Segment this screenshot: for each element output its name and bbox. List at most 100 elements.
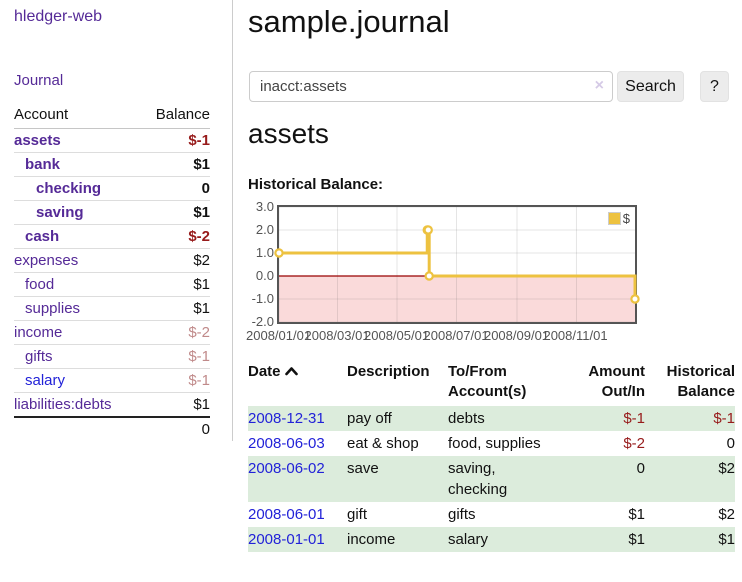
account-balance: $1 [139, 200, 210, 225]
account-row: supplies $1 [14, 296, 210, 321]
table-row[interactable]: 2008-01-01 income salary $1 $1 [248, 527, 735, 552]
transaction-amount: $-1 [623, 410, 645, 427]
clear-search-icon[interactable]: × [594, 77, 604, 94]
account-row: expenses $2 [14, 248, 210, 273]
app-title-link[interactable]: hledger-web [14, 8, 103, 25]
account-row: saving $1 [14, 200, 210, 225]
account-row: liabilities:debts $1 [14, 392, 210, 417]
x-axis-tick-label: 2008/01/01 [246, 328, 312, 343]
legend-label: $ [622, 211, 630, 226]
y-axis-tick-label: 3.0 [255, 199, 274, 214]
y-axis-tick-label: -1.0 [251, 291, 274, 306]
legend-swatch-icon [607, 212, 621, 225]
account-link-salary[interactable]: salary [25, 372, 66, 389]
y-axis-tick-label: 0.0 [255, 268, 274, 283]
account-row: gifts $-1 [14, 344, 210, 369]
account-link-assets[interactable]: assets [14, 132, 61, 149]
account-balance: $-1 [188, 132, 210, 149]
transaction-balance: $2 [718, 460, 735, 477]
account-link-expenses[interactable]: expenses [14, 252, 79, 269]
transaction-date-link[interactable]: 2008-01-01 [248, 531, 325, 548]
accounts-header-account: Account [14, 103, 140, 129]
table-row[interactable]: 2008-12-31 pay off debts $-1 $-1 [248, 406, 735, 431]
account-heading: assets [248, 118, 329, 149]
x-axis-tick-label: 2008/11/01 [543, 328, 608, 343]
help-button[interactable]: ? [700, 71, 729, 102]
account-row: assets $-1 [14, 129, 210, 153]
transaction-accounts: food, supplies [448, 435, 541, 452]
register-header-accounts: To/From Account(s) [448, 363, 527, 400]
table-row[interactable]: 2008-06-02 save saving, checking 0 $2 [248, 456, 735, 502]
accounts-header-row: Account Balance [14, 103, 210, 129]
x-axis-tick-label: 2008/07/01 [423, 328, 489, 343]
x-axis-tick-label: 2008/03/01 [304, 328, 370, 343]
accounts-table-body: assets $-1 bank $1 checking 0 saving $1 cash $-2 e… [14, 129, 210, 441]
sidebar-item-journal[interactable]: Journal [14, 72, 64, 89]
account-link-supplies[interactable]: supplies [25, 300, 81, 317]
transaction-description: save [347, 460, 379, 477]
account-balance: $2 [139, 248, 210, 273]
y-axis-tick-label: 1.0 [255, 245, 274, 260]
y-axis-tick-label: 2.0 [255, 222, 274, 237]
transaction-date-link[interactable]: 2008-06-01 [248, 506, 325, 523]
transaction-accounts: saving, checking [448, 460, 508, 498]
x-axis-tick-label: 2008/09/01 [483, 328, 550, 343]
transaction-amount: $1 [628, 506, 645, 523]
transaction-balance: $2 [718, 506, 735, 523]
account-row: salary $-1 [14, 368, 210, 393]
account-balance: $-2 [139, 320, 210, 345]
transaction-date-link[interactable]: 2008-06-03 [248, 435, 325, 452]
account-row: cash $-2 [14, 224, 210, 249]
accounts-table: Account Balance assets $-1 bank $1 checking 0… [14, 103, 210, 441]
account-balance: $-2 [139, 224, 210, 249]
register-header-row: Date Description To/From Account(s) Amou… [248, 360, 735, 406]
sidebar: hledger-web Journal Account Balance asse… [0, 0, 233, 441]
transaction-date-link[interactable]: 2008-12-31 [248, 410, 325, 427]
accounts-header-balance: Balance [139, 103, 210, 129]
account-link-food[interactable]: food [25, 276, 55, 293]
transaction-description: income [347, 531, 396, 548]
register-header-amount: Amount Out/In [588, 363, 645, 400]
transaction-description: gift [347, 506, 368, 523]
register-table-body: 2008-12-31 pay off debts $-1 $-1 2008-06-03 ea… [248, 406, 735, 552]
account-link-bank[interactable]: bank [25, 156, 61, 173]
accounts-total-row: 0 [14, 416, 210, 441]
register-header-date[interactable]: Date [248, 360, 347, 406]
account-link-checking[interactable]: checking [36, 180, 102, 197]
x-axis-tick-label: 2008/05/01 [364, 328, 430, 343]
account-row: bank $1 [14, 152, 210, 177]
transaction-balance: $-1 [713, 410, 735, 427]
transaction-amount: $-2 [623, 435, 645, 452]
account-link-liabilities-debts[interactable]: liabilities:debts [14, 396, 112, 413]
account-balance: $1 [139, 272, 210, 297]
account-link-cash[interactable]: cash [25, 228, 60, 245]
transaction-description: eat & shop [347, 435, 419, 452]
search-button[interactable]: Search [617, 71, 684, 102]
register-header-description: Description [347, 363, 430, 380]
transaction-date-link[interactable]: 2008-06-02 [248, 460, 325, 477]
chart-canvas [274, 206, 640, 323]
chart-legend: $ [605, 210, 632, 227]
search-input[interactable] [249, 71, 613, 102]
account-balance: $1 [139, 152, 210, 177]
search-field-wrap: × [249, 71, 613, 102]
transaction-description: pay off [347, 410, 392, 427]
transaction-amount: 0 [636, 460, 645, 477]
historical-balance-chart: 3.0 2.0 1.0 0.0 -1.0 -2.0 $ 2008/01/01 2008/03… [246, 199, 668, 345]
transaction-accounts: salary [448, 531, 489, 548]
account-balance: $-1 [139, 368, 210, 393]
table-row[interactable]: 2008-06-03 eat & shop food, supplies $-2 0 [248, 431, 735, 456]
account-row: income $-2 [14, 320, 210, 345]
transaction-accounts: gifts [448, 506, 476, 523]
account-link-saving[interactable]: saving [36, 204, 84, 221]
transaction-balance: 0 [726, 435, 735, 452]
account-link-income[interactable]: income [14, 324, 63, 341]
sort-ascending-icon [284, 362, 298, 382]
main-panel: sample.journal × Search ? assets Histori… [246, 0, 742, 582]
table-row[interactable]: 2008-06-01 gift gifts $1 $2 [248, 502, 735, 527]
chart-plot-area[interactable]: $ [274, 205, 640, 324]
chart-label: Historical Balance: [248, 176, 384, 193]
account-link-gifts[interactable]: gifts [25, 348, 53, 365]
account-balance: $1 [139, 296, 210, 321]
